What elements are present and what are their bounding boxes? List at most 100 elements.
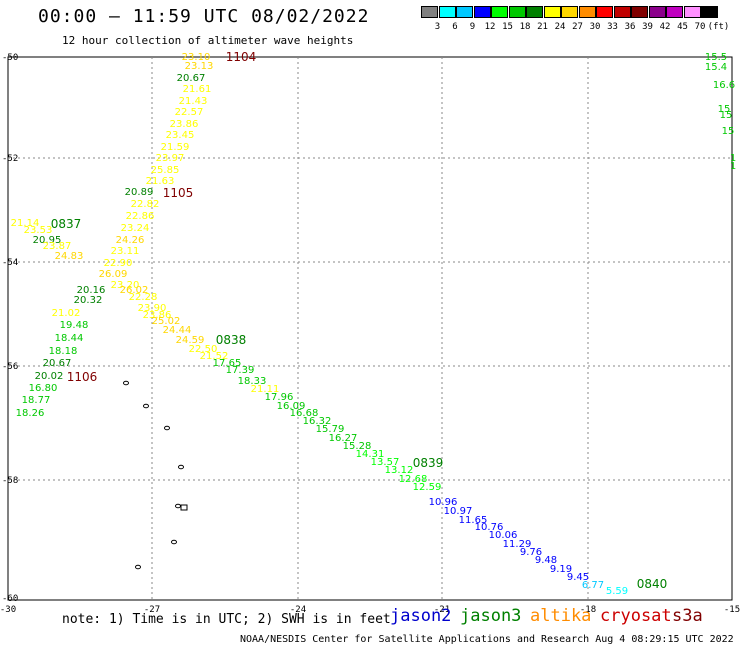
swh-value: 17.39 <box>226 365 255 376</box>
legend-label: 12 <box>484 22 496 32</box>
legend-label: 30 <box>589 22 601 32</box>
legend-label: 18 <box>519 22 531 32</box>
legend-swatch <box>438 6 456 18</box>
swh-value: 21.59 <box>161 142 190 153</box>
swh-value: 21.43 <box>179 96 208 107</box>
legend-swatch <box>578 6 596 18</box>
swh-value: 16.27 <box>329 433 358 444</box>
legend-label: 39 <box>642 22 653 32</box>
swh-value: 20.67 <box>177 73 206 84</box>
legend-swatch <box>543 6 561 18</box>
satellite-s3a: s3a <box>672 606 703 626</box>
map-frame <box>7 56 733 601</box>
swh-value: 11.65 <box>459 515 488 526</box>
legend-unit: (ft) <box>707 22 730 32</box>
swh-value: 23.11 <box>111 246 140 257</box>
island <box>175 503 181 509</box>
swh-value: 26.02 <box>120 285 149 296</box>
swh-value: 15.79 <box>316 424 345 435</box>
satellite-altika: altika <box>530 606 592 626</box>
swh-value: 14.31 <box>356 449 385 460</box>
swh-value: 23.13 <box>185 61 214 72</box>
pass-time-label: 0839 <box>413 456 444 470</box>
swh-value: 10.96 <box>429 497 458 508</box>
swh-value: 18.33 <box>238 376 267 387</box>
units-note: note: 1) Time is in UTC; 2) SWH is in fe… <box>62 612 391 627</box>
pass-time-label: 1104 <box>226 50 257 64</box>
legend-swatch <box>666 6 683 18</box>
swh-value: 23.24 <box>121 223 150 234</box>
pass-time-label: 0837 <box>51 217 82 231</box>
legend-label: 24 <box>554 22 566 32</box>
swh-value: 18.26 <box>16 408 45 419</box>
swh-value: 20.67 <box>43 358 72 369</box>
chart-subtitle: 12 hour collection of altimeter wave hei… <box>62 34 354 47</box>
swh-value: 11.29 <box>503 539 532 550</box>
swh-value: 25.02 <box>152 316 181 327</box>
swh-value: 21.61 <box>183 84 212 95</box>
swh-value: 13.12 <box>385 465 414 476</box>
pass-time-label: 0838 <box>216 333 247 347</box>
island <box>135 564 141 570</box>
swh-value: 15.4 <box>705 62 727 73</box>
swh-value: 22.86 <box>126 211 155 222</box>
swh-value: 23.86 <box>143 310 172 321</box>
swh-value: 16.09 <box>277 401 306 412</box>
legend-label: 33 <box>607 22 618 32</box>
swh-value: 12.59 <box>413 482 442 493</box>
swh-value: 15.5 <box>705 52 727 63</box>
swh-value: 22.90 <box>104 258 133 269</box>
legend-swatch <box>491 6 508 18</box>
swh-value: 21.63 <box>146 176 175 187</box>
lat-label: -54 <box>2 258 18 268</box>
swh-value: 25.85 <box>151 165 180 176</box>
island <box>171 539 177 545</box>
swh-value: 23.20 <box>111 280 140 291</box>
swh-value: 21.02 <box>52 308 81 319</box>
swh-value: 23.53 <box>24 225 53 236</box>
swh-value: 17.96 <box>265 392 294 403</box>
island <box>180 504 188 511</box>
swh-value: 23.97 <box>156 153 185 164</box>
island <box>123 380 129 386</box>
swh-value: 16.32 <box>303 416 332 427</box>
swh-value: 16.80 <box>29 383 58 394</box>
swh-value: 18.77 <box>22 395 51 406</box>
island <box>178 464 184 470</box>
swh-value: 15 <box>720 110 733 121</box>
legend-swatch <box>456 6 473 18</box>
legend-swatch <box>701 6 718 18</box>
lon-label: -15 <box>724 605 740 615</box>
swh-value: 22.82 <box>131 199 160 210</box>
credit-line: NOAA/NESDIS Center for Satellite Applica… <box>240 634 734 645</box>
legend-swatch <box>648 6 666 18</box>
satellite-cryosat: cryosat <box>600 606 672 626</box>
swh-value: 22.57 <box>175 107 204 118</box>
swh-value: 23.87 <box>43 241 72 252</box>
swh-value: 9.48 <box>535 555 557 566</box>
swh-value: 21.14 <box>11 218 40 229</box>
legend-swatch <box>596 6 613 18</box>
pass-time-label: 1105 <box>163 186 194 200</box>
swh-value: 19.48 <box>60 320 89 331</box>
swh-value: 23.10 <box>182 52 211 63</box>
swh-value: 21.11 <box>251 384 280 395</box>
legend-swatch <box>421 6 438 18</box>
satellite-jason2: jason2 <box>390 606 452 626</box>
pass-time-label: 1106 <box>67 370 98 384</box>
swh-value: 20.32 <box>74 295 103 306</box>
swh-value: 22.28 <box>129 292 158 303</box>
swh-value: 10.76 <box>475 522 504 533</box>
lat-label: -58 <box>2 476 18 486</box>
swh-value: 20.95 <box>33 235 62 246</box>
swh-value: 10.06 <box>489 530 518 541</box>
lon-label: -18 <box>580 605 596 615</box>
swh-value: 9.19 <box>550 564 572 575</box>
swh-value: 15 <box>718 104 731 115</box>
legend-swatch <box>508 6 526 18</box>
swh-value: 20.16 <box>77 285 106 296</box>
legend-label: 42 <box>659 22 671 32</box>
swh-value: 22.50 <box>189 344 218 355</box>
legend-swatch <box>561 6 578 18</box>
